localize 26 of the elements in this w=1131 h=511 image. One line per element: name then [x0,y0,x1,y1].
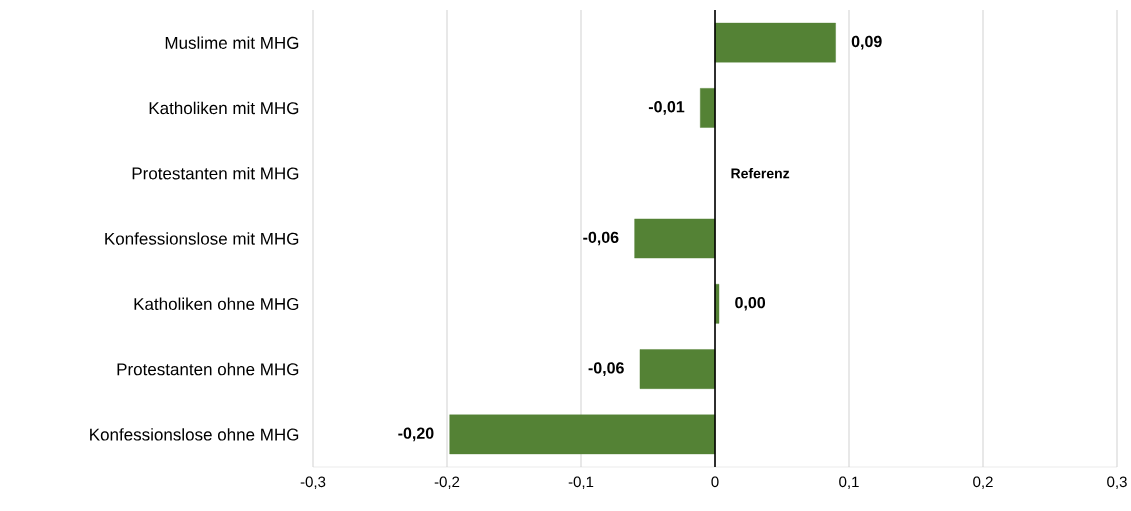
bar [639,349,716,389]
y-tick-label: Protestanten ohne MHG [117,362,299,376]
bar [449,414,716,455]
x-tick-label: -0,2 [434,476,460,489]
bar [700,88,716,128]
bar [714,22,836,63]
y-tick-label: Katholiken mit MHG [149,101,299,115]
x-tick-label: -0,3 [300,476,326,489]
x-tick-label: 0,3 [1107,476,1127,489]
y-tick-label: Muslime mit MHG [165,36,299,49]
data-label: -0,20 [398,427,434,442]
x-tick-label: -0,1 [568,476,594,489]
y-tick-label: Konfessionslose ohne MHG [90,428,299,441]
data-label: 0,09 [851,35,882,50]
x-tick-label: 0 [711,476,719,488]
y-tick-label: Katholiken ohne MHG [134,297,299,311]
x-tick-label: 0,1 [839,476,859,489]
y-tick-label: Protestanten mit MHG [132,166,299,180]
annotation: Referenz [731,168,790,179]
data-label: 0,00 [735,296,766,311]
data-label: -0,01 [648,101,685,115]
data-label: -0,06 [588,362,624,376]
bar [634,218,716,259]
data-label: -0,06 [583,231,619,246]
y-tick-label: Konfessionslose mit MHG [105,232,299,245]
x-tick-label: 0,2 [973,476,993,489]
